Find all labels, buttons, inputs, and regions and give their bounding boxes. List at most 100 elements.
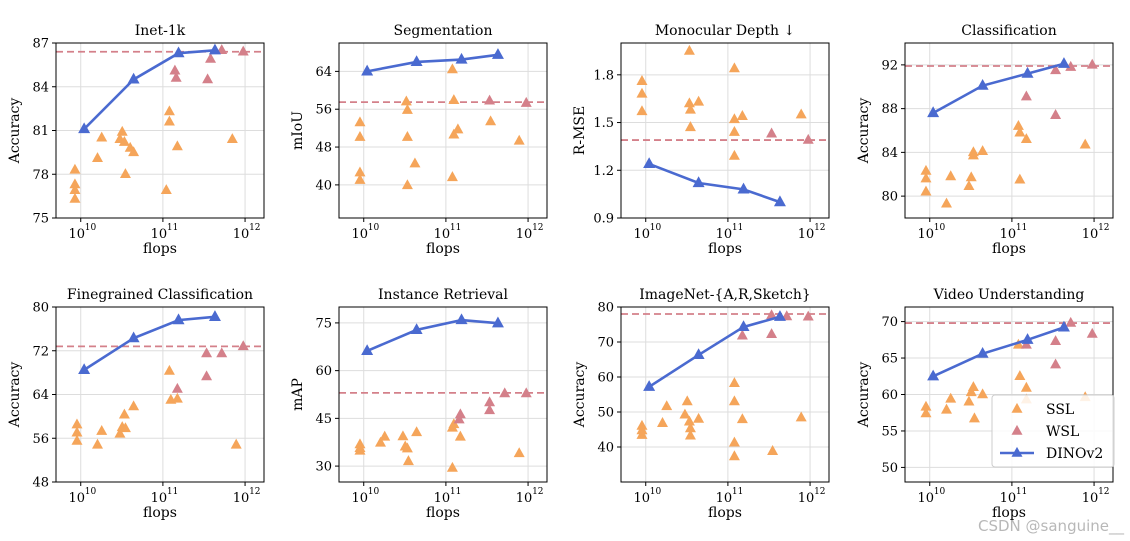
ssl-point-3 [354,174,366,184]
y-axis-label: Accuracy [856,98,872,165]
y-axis-label: mIoU [290,111,306,150]
axes-frame [904,42,1114,219]
dinov2-point-0 [361,64,374,76]
dinov2-point-2 [455,52,468,64]
legend: SSL WSL DINOv2 [991,394,1115,468]
dinov2-point-1 [127,72,140,84]
ssl-point-5 [96,131,108,142]
ssl-point-7 [116,125,128,136]
x-tick-base-1: 10 [1000,491,1017,506]
dinov2-point-0 [361,344,374,356]
y-tick-label-0: 50 [881,461,898,476]
y-tick-label-1: 48 [315,141,332,156]
panel-title: Finegrained Classification [67,287,253,303]
ssl-point-5 [963,180,975,191]
dinov2-point-0 [643,157,656,169]
x-tick-exp-1: 11 [1016,487,1027,497]
y-tick-label-2: 60 [881,388,898,403]
ssl-point-2 [354,166,366,177]
x-tick-base-0: 10 [917,491,934,506]
x-axis-label: flops [708,241,742,257]
ssl-point-3 [92,438,104,449]
wsl-point-3 [1065,60,1077,71]
wsl-point-1 [766,328,778,339]
ssl-point-9 [119,168,131,179]
ssl-point-6 [681,395,693,406]
x-tick-exp-0: 10 [368,487,380,497]
ssl-point-8 [967,146,979,157]
wsl-point-2 [484,404,496,415]
x-axis-label: flops [426,505,460,521]
y-tick-label-3: 65 [881,352,898,367]
ssl-point-7 [401,179,413,190]
dinov2-point-2 [455,313,468,325]
wsl-point-1 [454,408,466,419]
legend-box [991,394,1115,468]
dinov2-line [932,326,1065,378]
x-tick-base-1: 10 [1000,227,1017,242]
dinov2-line [366,53,499,73]
dinov2-point-0 [927,106,940,118]
wsl-point-0 [484,94,496,105]
dinov2-point-2 [1021,333,1034,344]
y-tick-label-3: 92 [881,58,898,73]
x-tick-exp-1: 11 [167,223,178,233]
wsl-point-0 [453,413,465,424]
dinov2-point-1 [976,346,989,358]
x-tick-base-0: 10 [917,227,934,242]
x-tick-exp-2: 12 [532,223,543,233]
wsl-point-4 [802,310,814,321]
dinov2-point-3 [1057,57,1070,68]
ssl-point-4 [945,170,957,181]
ssl-point-2 [69,184,81,195]
y-tick-label-2: 56 [315,103,332,118]
wsl-point-3 [484,396,496,407]
ssl-point-11 [1020,381,1032,392]
x-tick-exp-0: 10 [368,223,380,233]
y-tick-label-1: 1.2 [593,164,614,179]
ssl-point-7 [683,415,695,426]
x-tick-exp-2: 12 [814,487,825,497]
y-tick-label-0: 75 [32,212,49,227]
x-tick-base-2: 10 [798,491,815,506]
x-tick-base-0: 10 [351,491,368,506]
y-tick-label-1: 55 [881,424,898,439]
ssl-point-3 [375,436,387,447]
y-tick-label-1: 56 [32,432,49,447]
ssl-point-13 [728,436,740,447]
dinov2-line [366,318,499,353]
ssl-point-1 [920,172,932,183]
dinov2-point-3 [1057,320,1070,332]
dinov2-point-0 [643,380,656,391]
ssl-point-8 [977,388,989,399]
ssl-point-5 [114,427,126,438]
dinov2-point-2 [172,46,185,58]
wsl-point-2 [1050,358,1062,369]
ssl-point-14 [513,447,525,458]
ssl-point-13 [1020,133,1032,144]
x-axis-label: flops [992,505,1026,521]
wsl-point-1 [170,71,182,82]
ssl-point-11 [446,461,458,472]
legend-dinov2-marker [1011,446,1023,457]
x-tick-base-1: 10 [716,227,733,242]
ssl-point-11 [728,149,740,160]
dinov2-line [932,62,1065,115]
x-tick-base-0: 10 [68,491,85,506]
ssl-point-0 [69,163,81,174]
panel-title: Segmentation [394,23,493,39]
wsl-point-4 [1086,327,1098,338]
y-axis-label: Accuracy [7,98,23,165]
wsl-point-4 [1086,58,1098,69]
y-axis-label: mAP [290,378,306,411]
wsl-point-3 [205,52,217,63]
axes-frame [338,42,548,219]
y-tick-label-3: 72 [32,344,49,359]
dinov2-point-3 [773,310,786,321]
ssl-point-15 [736,413,748,424]
wsl-point-0 [766,127,778,138]
y-tick-label-0: 0.9 [593,212,614,227]
